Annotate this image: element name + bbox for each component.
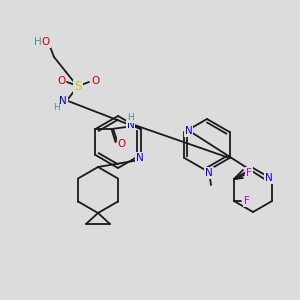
- Text: N: N: [136, 153, 143, 163]
- Text: O: O: [42, 37, 50, 47]
- Text: N: N: [205, 168, 213, 178]
- Text: H: H: [52, 103, 59, 112]
- Text: O: O: [57, 76, 65, 86]
- Text: O: O: [91, 76, 99, 86]
- Text: H: H: [127, 113, 134, 122]
- Text: N: N: [265, 173, 273, 183]
- Text: H: H: [34, 37, 42, 47]
- Text: N: N: [184, 126, 192, 136]
- Text: N: N: [127, 120, 134, 130]
- Text: F: F: [246, 168, 252, 178]
- Text: N: N: [59, 96, 67, 106]
- Text: O: O: [117, 139, 126, 149]
- Text: F: F: [244, 196, 250, 206]
- Text: S: S: [74, 80, 82, 94]
